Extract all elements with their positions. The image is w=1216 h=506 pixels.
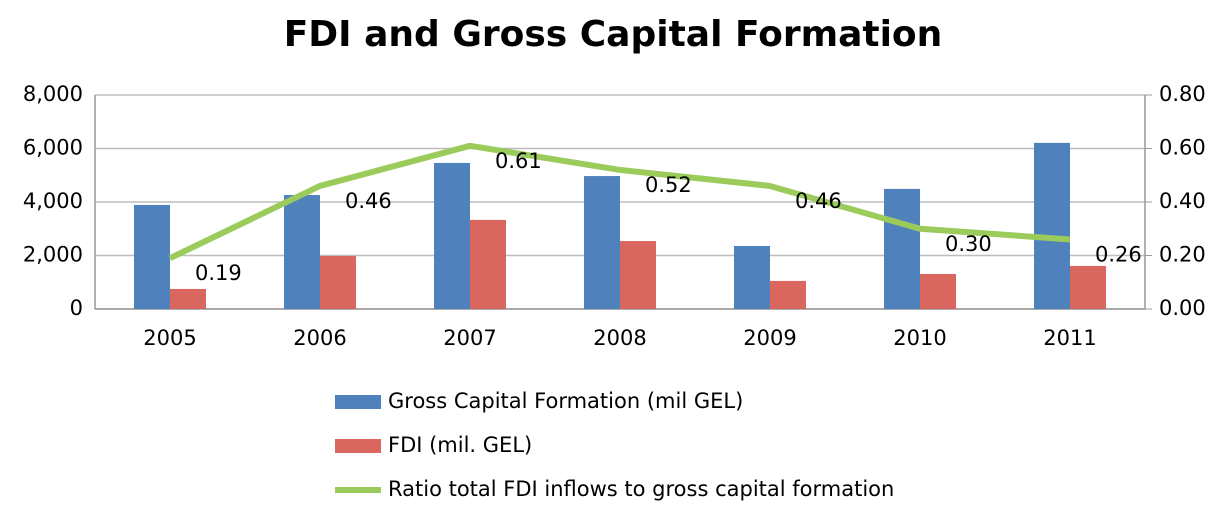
legend-label: FDI (mil. GEL) — [388, 433, 532, 457]
bar — [770, 280, 806, 309]
legend-swatch — [335, 395, 381, 409]
y-tick-label: 2,000 — [23, 243, 83, 267]
bar — [134, 204, 170, 309]
data-label: 0.19 — [195, 261, 242, 285]
data-label: 0.46 — [795, 189, 842, 213]
bar — [1034, 142, 1070, 309]
y2-tick-label: 0.40 — [1159, 189, 1206, 213]
bar — [470, 219, 506, 309]
bar — [920, 273, 956, 309]
y2-tick-label: 0.20 — [1159, 243, 1206, 267]
legend-label: Gross Capital Formation (mil GEL) — [388, 389, 743, 413]
line — [168, 142, 1071, 261]
bar — [434, 162, 470, 309]
data-label: 0.26 — [1095, 242, 1142, 266]
chart-title: FDI and Gross Capital Formation — [284, 14, 943, 55]
bar — [584, 176, 620, 309]
x-tick-label: 2008 — [593, 326, 646, 350]
legend-swatch — [335, 439, 381, 453]
data-label: 0.46 — [345, 189, 392, 213]
x-tick-label: 2006 — [293, 326, 346, 350]
y2-tick-label: 0.00 — [1159, 296, 1206, 320]
x-tick-label: 2011 — [1043, 326, 1096, 350]
data-label: 0.61 — [495, 149, 542, 173]
data-label: 0.30 — [945, 232, 992, 256]
y-tick-label: 6,000 — [23, 136, 83, 160]
y-tick-label: 4,000 — [23, 189, 83, 213]
bar — [620, 241, 656, 309]
x-tick-label: 2009 — [743, 326, 796, 350]
y2-tick-label: 0.60 — [1159, 136, 1206, 160]
y2-tick-label: 0.80 — [1159, 82, 1206, 106]
bar — [884, 188, 920, 309]
bar — [170, 288, 206, 309]
data-label: 0.52 — [645, 173, 692, 197]
x-tick-label: 2007 — [443, 326, 496, 350]
bar — [734, 246, 770, 309]
y-tick-label: 0 — [70, 296, 83, 320]
x-tick-label: 2005 — [143, 326, 196, 350]
bar — [320, 256, 356, 309]
y-tick-label: 8,000 — [23, 82, 83, 106]
bar — [1070, 265, 1106, 309]
bar — [284, 195, 320, 309]
x-tick-label: 2010 — [893, 326, 946, 350]
legend-label: Ratio total FDI inflows to gross capital… — [388, 477, 894, 501]
